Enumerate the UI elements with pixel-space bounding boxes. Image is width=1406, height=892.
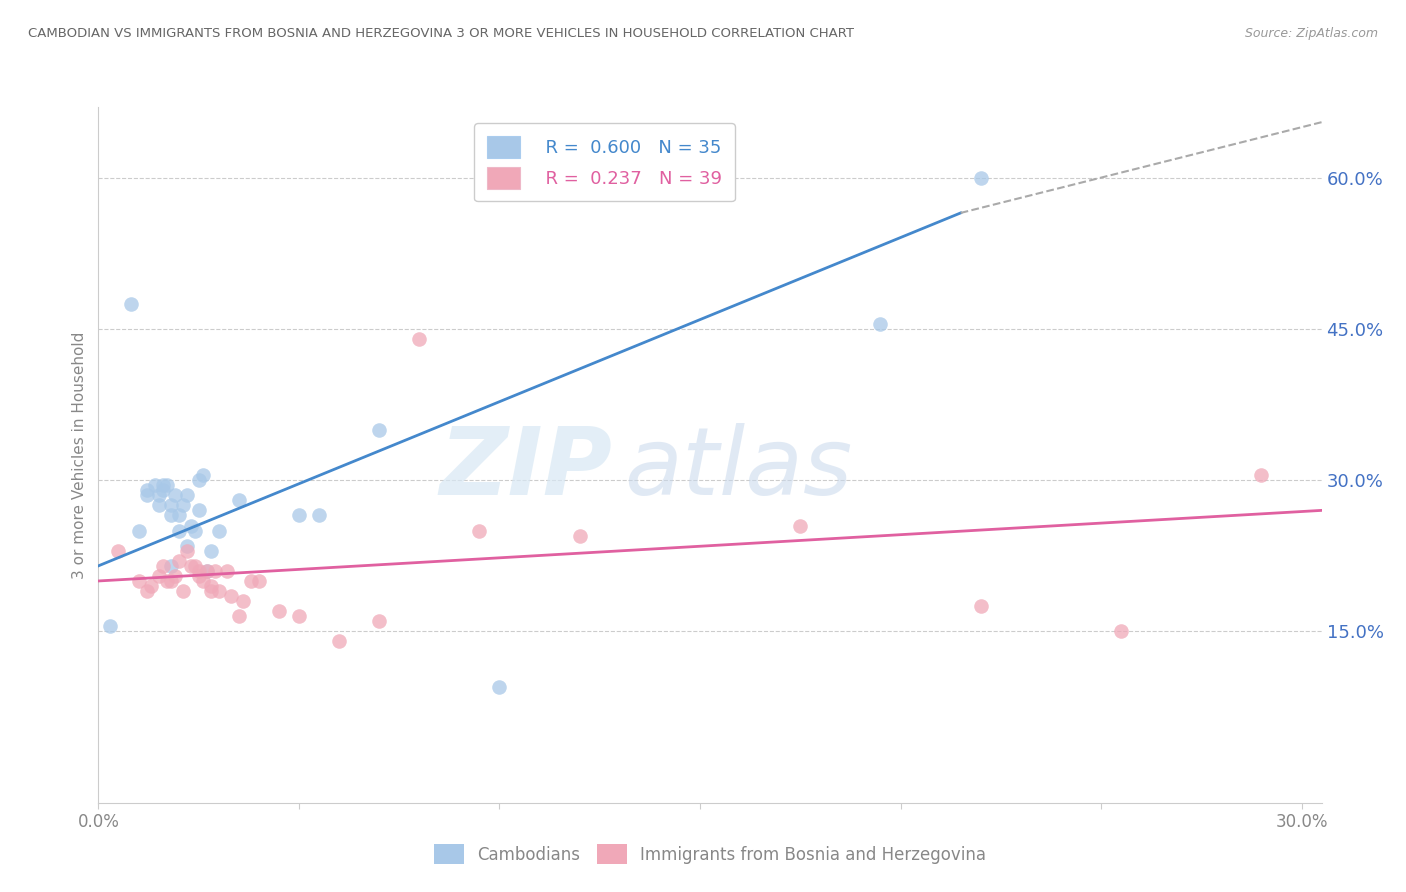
Point [288,609,311,624]
Point [328,634,350,648]
Point [204,564,226,578]
Point [152,558,174,573]
Point [148,569,170,583]
Point [468,524,491,538]
Point [139,579,162,593]
Point [180,558,202,573]
Point [159,508,181,523]
Point [159,574,181,588]
Text: ZIP: ZIP [439,423,612,515]
Point [176,539,198,553]
Point [176,488,198,502]
Point [187,564,209,578]
Point [135,483,157,498]
Point [247,574,270,588]
Point [128,574,150,588]
Point [187,473,209,487]
Point [159,558,181,573]
Point [167,524,190,538]
Point [208,584,231,599]
Point [195,564,218,578]
Point [970,170,993,185]
Point [267,604,290,618]
Point [191,468,214,483]
Point [215,564,238,578]
Point [172,584,194,599]
Point [163,488,186,502]
Point [219,589,242,603]
Point [183,558,205,573]
Point [1109,624,1132,639]
Point [568,528,591,542]
Point [208,524,231,538]
Text: Source: ZipAtlas.com: Source: ZipAtlas.com [1244,27,1378,40]
Point [368,615,391,629]
Point [172,499,194,513]
Point [1250,468,1272,483]
Point [368,423,391,437]
Text: CAMBODIAN VS IMMIGRANTS FROM BOSNIA AND HERZEGOVINA 3 OR MORE VEHICLES IN HOUSEH: CAMBODIAN VS IMMIGRANTS FROM BOSNIA AND … [28,27,853,40]
Legend: Cambodians, Immigrants from Bosnia and Herzegovina: Cambodians, Immigrants from Bosnia and H… [427,838,993,871]
Point [187,503,209,517]
Point [180,518,202,533]
Point [200,584,222,599]
Point [155,478,177,492]
Point [143,478,166,492]
Y-axis label: 3 or more Vehicles in Household: 3 or more Vehicles in Household [72,331,87,579]
Point [195,564,218,578]
Point [148,488,170,502]
Point [152,478,174,492]
Point [191,574,214,588]
Point [187,569,209,583]
Point [488,680,510,694]
Point [152,483,174,498]
Point [200,579,222,593]
Point [228,493,250,508]
Point [970,599,993,614]
Point [789,518,811,533]
Point [135,584,157,599]
Point [163,569,186,583]
Point [155,574,177,588]
Point [869,317,891,331]
Point [100,619,122,633]
Point [308,508,330,523]
Point [107,543,129,558]
Point [228,609,250,624]
Point [288,508,311,523]
Point [176,543,198,558]
Point [200,543,222,558]
Point [128,524,150,538]
Text: atlas: atlas [624,424,852,515]
Point [120,296,142,310]
Point [135,488,157,502]
Point [167,554,190,568]
Point [408,332,430,346]
Point [167,508,190,523]
Point [232,594,254,608]
Point [183,524,205,538]
Point [159,499,181,513]
Point [239,574,262,588]
Point [148,499,170,513]
